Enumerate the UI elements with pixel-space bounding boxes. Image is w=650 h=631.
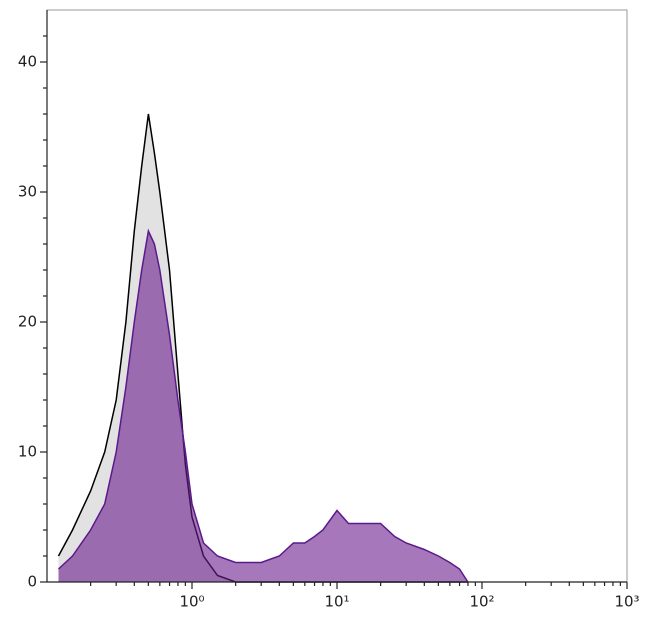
- x-tick-label: 10²: [469, 593, 494, 611]
- area-line: [57, 228, 469, 583]
- y-tick-label: 0: [27, 573, 37, 591]
- area-fill: [58, 231, 468, 582]
- x-tick-label: 10¹: [324, 593, 349, 611]
- y-tick-label: 40: [18, 53, 37, 71]
- y-tick-label: 20: [18, 313, 37, 331]
- y-tick-label: 30: [18, 183, 37, 201]
- x-tick-label: 10⁰: [179, 593, 204, 611]
- y-tick-label: 10: [18, 443, 37, 461]
- x-tick-label: 10³: [614, 593, 639, 611]
